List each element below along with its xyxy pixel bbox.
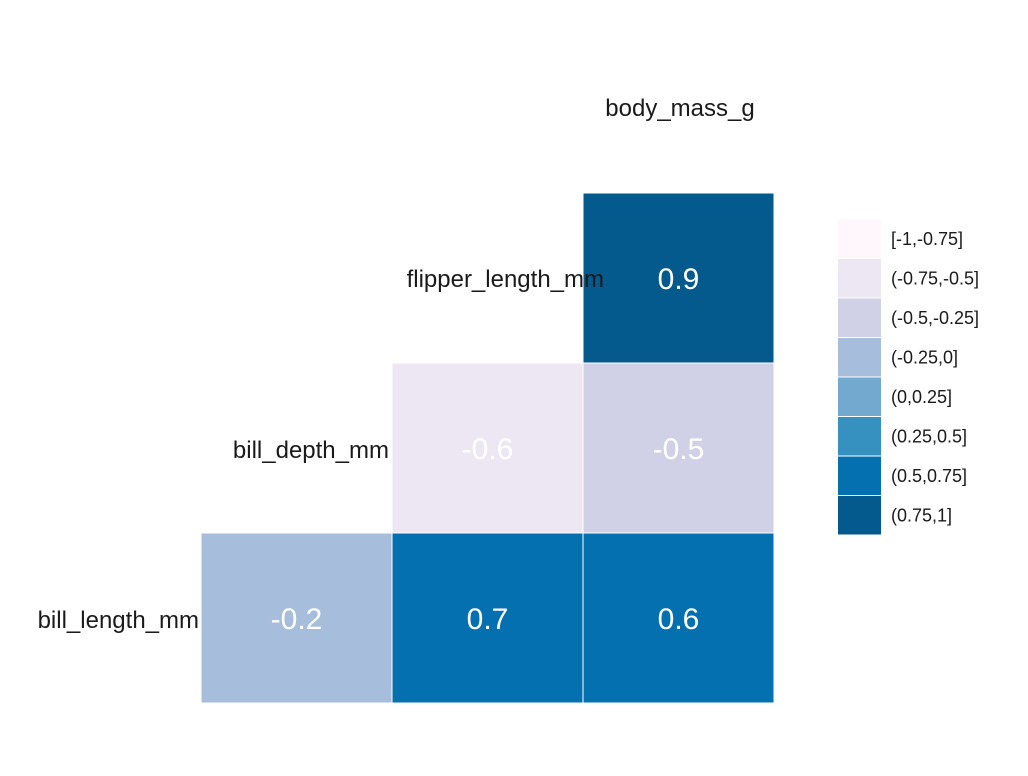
heatmap-cell	[583, 193, 774, 363]
legend-label: (0,0.25]	[891, 387, 952, 407]
legend-label: [-1,-0.75]	[891, 229, 963, 249]
legend-label: (0.5,0.75]	[891, 466, 967, 486]
cell-value-label: 0.9	[658, 263, 700, 296]
legend-swatch	[838, 377, 881, 416]
heatmap-cell	[392, 533, 583, 703]
legend-label: (0.75,1]	[891, 505, 952, 525]
legend-swatch	[838, 298, 881, 337]
cell-value-label: -0.2	[271, 603, 323, 636]
legend: [-1,-0.75] (-0.75,-0.5] (-0.5,-0.25] (-0.25…	[838, 219, 979, 535]
legend-swatch	[838, 259, 881, 298]
variable-label: body_mass_g	[605, 95, 754, 122]
legend-label: (-0.25,0]	[891, 347, 958, 367]
cell-value-label: -0.6	[462, 433, 514, 466]
legend-swatch	[838, 219, 881, 258]
legend-swatch	[838, 496, 881, 535]
legend-label: (0.25,0.5]	[891, 426, 967, 446]
heatmap-cell	[201, 533, 392, 703]
legend-swatch	[838, 456, 881, 495]
legend-label: (-0.5,-0.25]	[891, 308, 979, 328]
variable-label: bill_depth_mm	[233, 437, 389, 464]
cell-value-label: 0.7	[467, 603, 509, 636]
legend-swatch	[838, 338, 881, 377]
legend-label: (-0.75,-0.5]	[891, 268, 979, 288]
variable-label: bill_length_mm	[38, 607, 199, 634]
heatmap-cell	[583, 363, 774, 533]
heatmap-cell	[392, 363, 583, 533]
legend-swatch	[838, 417, 881, 456]
heatmap-cell	[583, 533, 774, 703]
cell-value-label: -0.5	[653, 433, 705, 466]
cell-value-label: 0.6	[658, 603, 700, 636]
variable-labels: bill_length_mm bill_depth_mm flipper_lengt…	[38, 95, 755, 634]
variable-label: flipper_length_mm	[407, 266, 604, 293]
heatmap-cells: -0.2 0.7 0.6 -0.6 -0.5 0.9	[201, 193, 774, 703]
